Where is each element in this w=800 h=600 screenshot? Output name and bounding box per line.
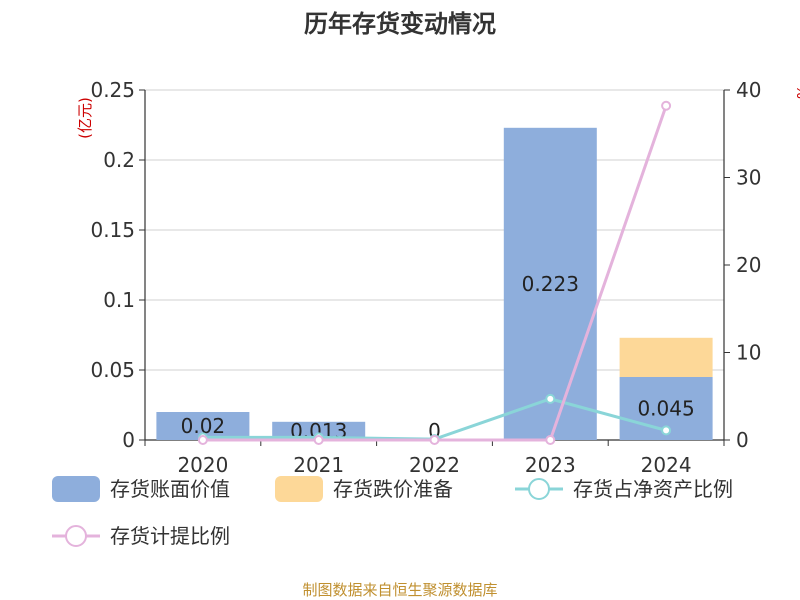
axes: (亿元) % 0 0.05 0.1 0.15 0.2 0.25 0 10 20 30 40 2020 2… [76,78,800,477]
legend-label: 存货占净资产比例 [573,477,733,501]
bar [619,337,713,377]
right-axis-unit: % [793,85,800,99]
lines [197,100,672,445]
line-point [545,393,556,404]
chart-title: 历年存货变动情况 [304,10,496,38]
left-tick-label: 0.2 [103,148,135,172]
right-tick-label: 10 [736,341,761,365]
left-tick-label: 0 [122,428,135,452]
source-note: 制图数据来自恒生聚源数据库 [302,581,497,599]
right-tick-label: 40 [736,78,761,102]
bar-value-label: 0.045 [637,397,694,421]
left-tick-label: 0.1 [103,288,135,312]
legend-swatch [52,476,100,502]
line-point [429,435,440,445]
x-tick-label: 2022 [409,453,460,477]
legend-label: 存货账面价值 [110,477,230,501]
legend-marker [528,478,550,500]
x-tick-label: 2021 [293,453,344,477]
bar-value-label: 0.223 [522,272,579,296]
legend-label: 存货计提比例 [110,524,230,548]
left-axis-unit: (亿元) [76,97,94,139]
right-tick-label: 30 [736,166,761,190]
x-tick-label: 2023 [525,453,576,477]
bar [272,421,366,440]
line-point [661,100,672,111]
legend-label: 存货跌价准备 [333,477,453,501]
left-tick-label: 0.25 [90,78,135,102]
left-tick-label: 0.15 [90,218,135,242]
left-tick-label: 0.05 [90,358,135,382]
bars [156,127,713,441]
x-tick-label: 2020 [177,453,228,477]
line-point [313,435,324,445]
right-tick-label: 20 [736,253,761,277]
legend-marker [65,525,87,547]
line-point [661,425,672,436]
line-point [545,435,556,445]
x-tick-label: 2024 [641,453,692,477]
right-tick-label: 0 [736,428,749,452]
legend-swatch [275,476,323,502]
bar [503,127,597,441]
line-point [197,435,208,445]
